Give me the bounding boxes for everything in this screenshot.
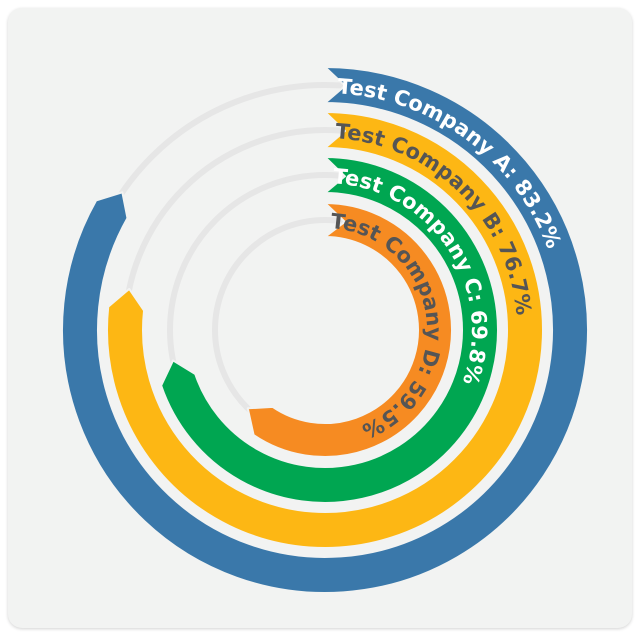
ring-bar-1 <box>60 66 589 594</box>
ring-label-4: Test Company D: 59.5% <box>330 209 446 443</box>
ring-bar-3 <box>160 156 499 504</box>
ring-bar-2 <box>106 111 544 549</box>
ring-bars <box>60 66 589 594</box>
ring-bar-4 <box>246 202 453 458</box>
